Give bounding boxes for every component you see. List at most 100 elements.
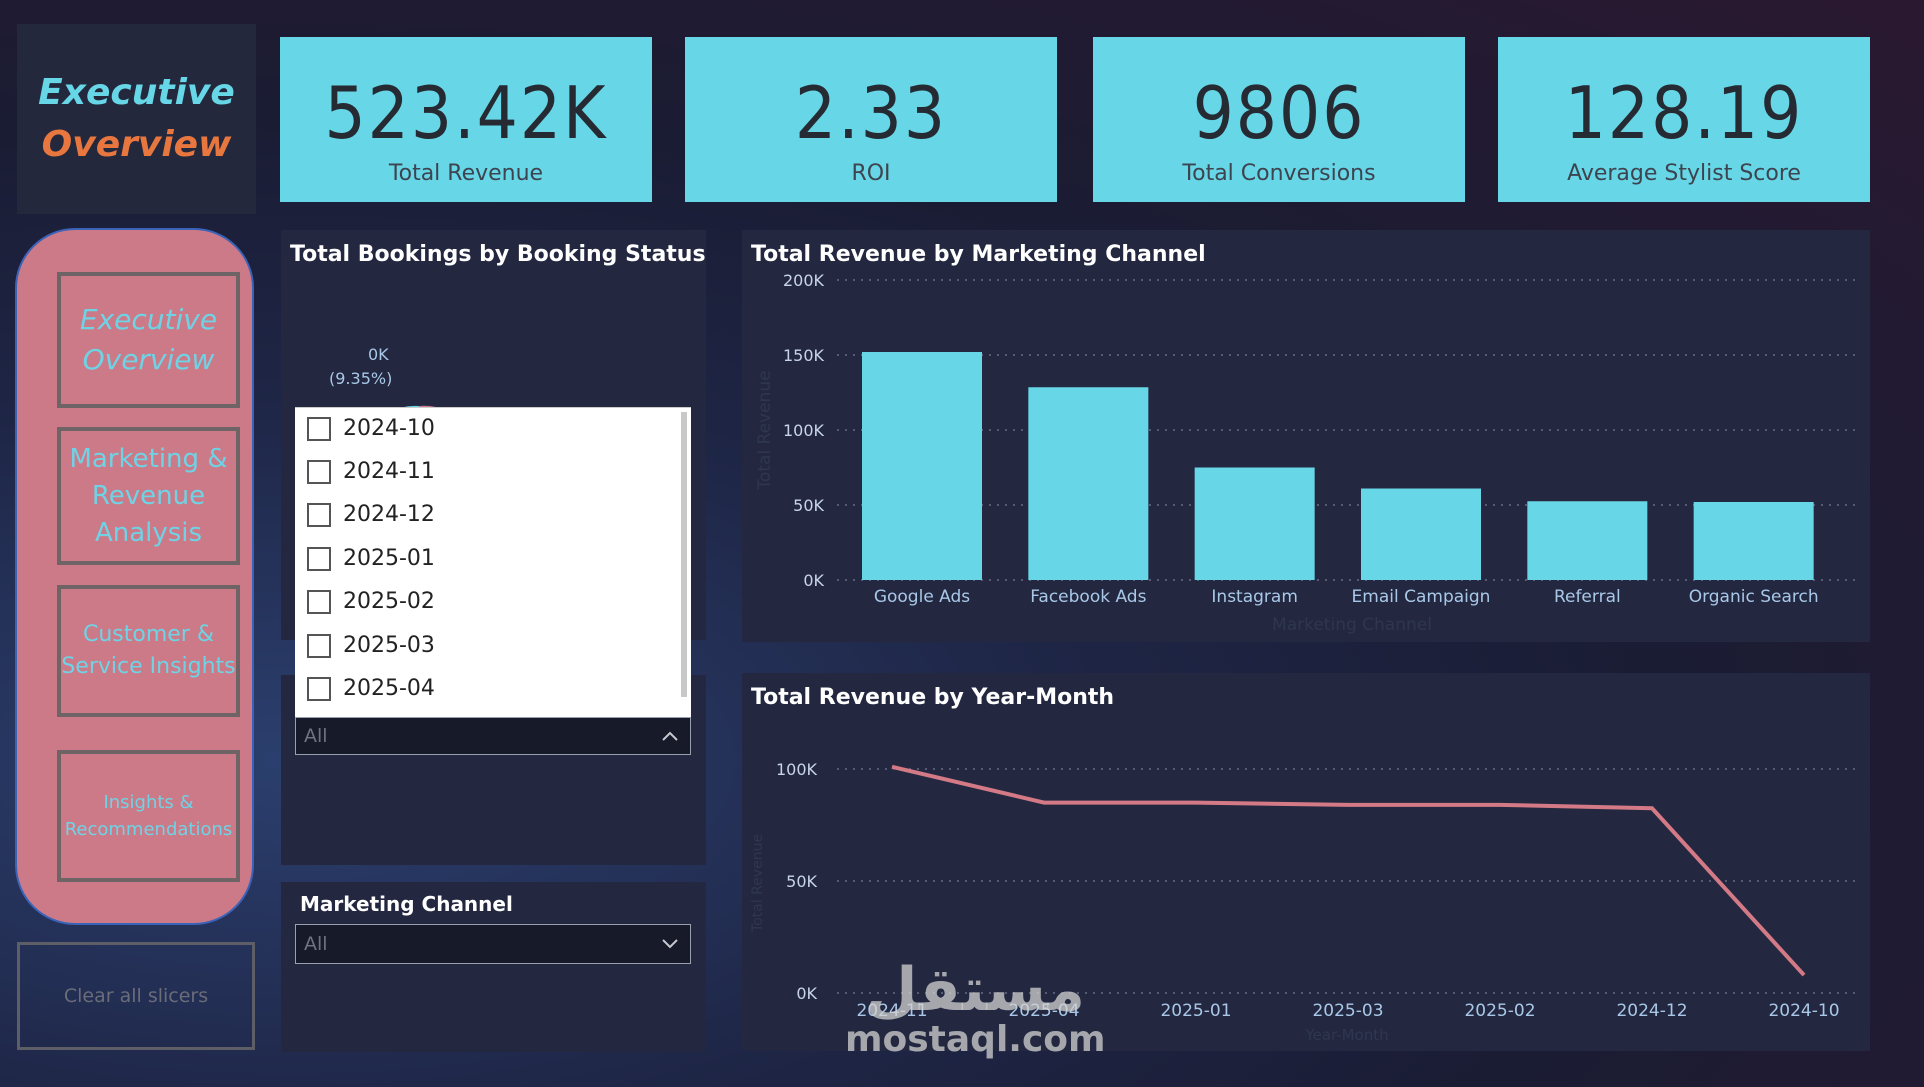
y-tick-label: 100K	[776, 760, 818, 779]
dropdown-option-label: 2025-02	[343, 589, 435, 614]
watermark: مستقل mostaql.com	[845, 960, 1106, 1060]
bar	[1361, 488, 1481, 580]
nav-executive-overview-label: Executive Overview	[79, 303, 218, 376]
y-tick-label: 50K	[786, 872, 817, 891]
bar	[862, 352, 982, 580]
nav-insights-recommendations-label: Insights & Recommendations	[64, 792, 233, 840]
nav-customer-service-button[interactable]: Customer & Service Insights	[57, 585, 240, 717]
x-tick-label: 2025-04	[1008, 1001, 1079, 1021]
x-axis-label: Marketing Channel	[1272, 615, 1432, 635]
marketing-channel-slicer-panel: Marketing Channel	[281, 882, 706, 1052]
dropdown-option-label: 2024-10	[343, 416, 435, 441]
checkbox[interactable]	[307, 676, 331, 701]
donut-label-value: 0K	[368, 345, 389, 364]
x-tick-label: 2025-02	[1464, 1001, 1535, 1021]
y-tick-label: 200K	[783, 271, 825, 290]
dropdown-option-label: 2025-01	[343, 546, 435, 571]
x-tick-label: 2024-10	[1768, 1001, 1839, 1021]
kpi-value: 9806	[1192, 71, 1366, 155]
kpi-label: Total Revenue	[388, 161, 544, 186]
kpi-card-roi: 2.33 ROI	[685, 37, 1057, 202]
revenue-by-year-month-panel: Total Revenue by Year-Month 0K 50K 100K 202…	[742, 673, 1870, 1051]
revenue-by-channel-panel: Total Revenue by Marketing Channel 0K 50K…	[742, 230, 1870, 642]
y-axis-label: Total Revenue	[750, 834, 766, 933]
dropdown-option-label: 2025-04	[343, 676, 435, 701]
kpi-label: ROI	[851, 161, 891, 186]
y-tick-label: 100K	[783, 421, 825, 440]
nav-marketing-revenue-button[interactable]: Marketing & Revenue Analysis	[57, 427, 240, 565]
y-tick-label: 50K	[793, 496, 824, 515]
series-line	[891, 764, 1806, 977]
dropdown-option[interactable]: 2025-01	[307, 546, 435, 571]
y-tick-label: 0K	[803, 571, 824, 590]
nav-executive-overview-button[interactable]: Executive Overview	[57, 272, 240, 408]
marketing-channel-dropdown-value: All	[304, 933, 328, 955]
checkbox[interactable]	[307, 546, 331, 571]
kpi-value: 128.19	[1564, 71, 1804, 155]
bar-chart-title: Total Revenue by Marketing Channel	[751, 242, 1206, 267]
x-tick-label: Email Campaign	[1352, 587, 1491, 607]
nav-marketing-revenue-label: Marketing & Revenue Analysis	[69, 443, 228, 548]
nav-customer-service-label: Customer & Service Insights	[61, 622, 236, 679]
x-axis-label: Year-Month	[1304, 1026, 1388, 1044]
page-title-line1: Executive	[38, 72, 235, 113]
dropdown-option-label: 2025-03	[343, 633, 435, 658]
year-month-dropdown-list: 2024-10 2024-11 2024-12 2025-01 2025-02 …	[295, 407, 691, 717]
checkbox[interactable]	[307, 459, 331, 484]
x-tick-label: Instagram	[1211, 587, 1298, 607]
dropdown-option[interactable]: 2024-12	[307, 502, 435, 527]
checkbox[interactable]	[307, 589, 331, 614]
y-tick-label: 150K	[783, 346, 825, 365]
line-chart: 0K 50K 100K 2024-11 2025-04 2025-01 2025-03 202…	[750, 760, 1860, 1044]
dropdown-option[interactable]: 2024-11	[307, 459, 435, 484]
kpi-card-average-stylist-score: 128.19 Average Stylist Score	[1498, 37, 1870, 202]
dropdown-option[interactable]: 2024-10	[307, 416, 435, 441]
watermark-latin: mostaql.com	[845, 1019, 1106, 1060]
checkbox[interactable]	[307, 502, 331, 527]
x-tick-label: Referral	[1554, 587, 1621, 607]
dropdown-option[interactable]: 2025-02	[307, 589, 435, 614]
line-chart-title: Total Revenue by Year-Month	[751, 685, 1115, 710]
x-tick-label: Google Ads	[874, 587, 970, 607]
bookings-panel-title: Total Bookings by Booking Status	[290, 242, 706, 267]
page-title-line2: Overview	[41, 124, 232, 165]
x-tick-label: Organic Search	[1689, 587, 1819, 607]
year-month-dropdown-value: All	[304, 725, 328, 747]
kpi-label: Average Stylist Score	[1567, 161, 1801, 186]
y-tick-label: 0K	[796, 984, 817, 1003]
dropdown-option-label: 2024-11	[343, 459, 435, 484]
marketing-channel-slicer-title: Marketing Channel	[300, 892, 513, 916]
kpi-card-total-conversions: 9806 Total Conversions	[1093, 37, 1465, 202]
kpi-card-total-revenue: 523.42K Total Revenue	[280, 37, 652, 202]
marketing-channel-dropdown[interactable]: All	[295, 924, 691, 964]
year-month-dropdown[interactable]: All	[295, 717, 691, 755]
kpi-value: 2.33	[794, 71, 948, 155]
checkbox[interactable]	[307, 416, 331, 441]
bar	[1527, 501, 1648, 580]
bar-chart: 0K 50K 100K 150K 200K Google Ads Facebook Ads I…	[755, 271, 1860, 635]
dropdown-option-label: 2024-12	[343, 502, 435, 527]
nav-insights-recommendations-button[interactable]: Insights & Recommendations	[57, 750, 240, 882]
x-tick-label: 2025-01	[1160, 1001, 1231, 1021]
page-title-box: Executive Overview	[17, 24, 256, 214]
bar	[1693, 502, 1814, 580]
bar	[1028, 387, 1149, 580]
bar	[1194, 467, 1315, 580]
checkbox[interactable]	[307, 633, 331, 658]
dropdown-option[interactable]: 2025-03	[307, 633, 435, 658]
x-tick-label: 2024-12	[1616, 1001, 1687, 1021]
dropdown-option[interactable]: 2025-04	[307, 676, 435, 701]
y-axis-label: Total Revenue	[755, 370, 775, 490]
navigation-panel: Executive Overview Marketing & Revenue A…	[15, 228, 254, 925]
chevron-up-icon	[662, 731, 678, 741]
kpi-value: 523.42K	[324, 71, 608, 155]
dropdown-scrollbar[interactable]	[681, 412, 687, 697]
x-tick-label: Facebook Ads	[1030, 587, 1146, 607]
donut-label-percent: (9.35%)	[329, 369, 393, 388]
clear-all-slicers-button[interactable]: Clear all slicers	[17, 942, 255, 1050]
chevron-down-icon	[662, 939, 678, 949]
x-tick-label: 2024-11	[856, 1001, 927, 1021]
x-tick-label: 2025-03	[1312, 1001, 1383, 1021]
kpi-label: Total Conversions	[1182, 161, 1376, 186]
watermark-arabic: مستقل	[865, 955, 1085, 1025]
